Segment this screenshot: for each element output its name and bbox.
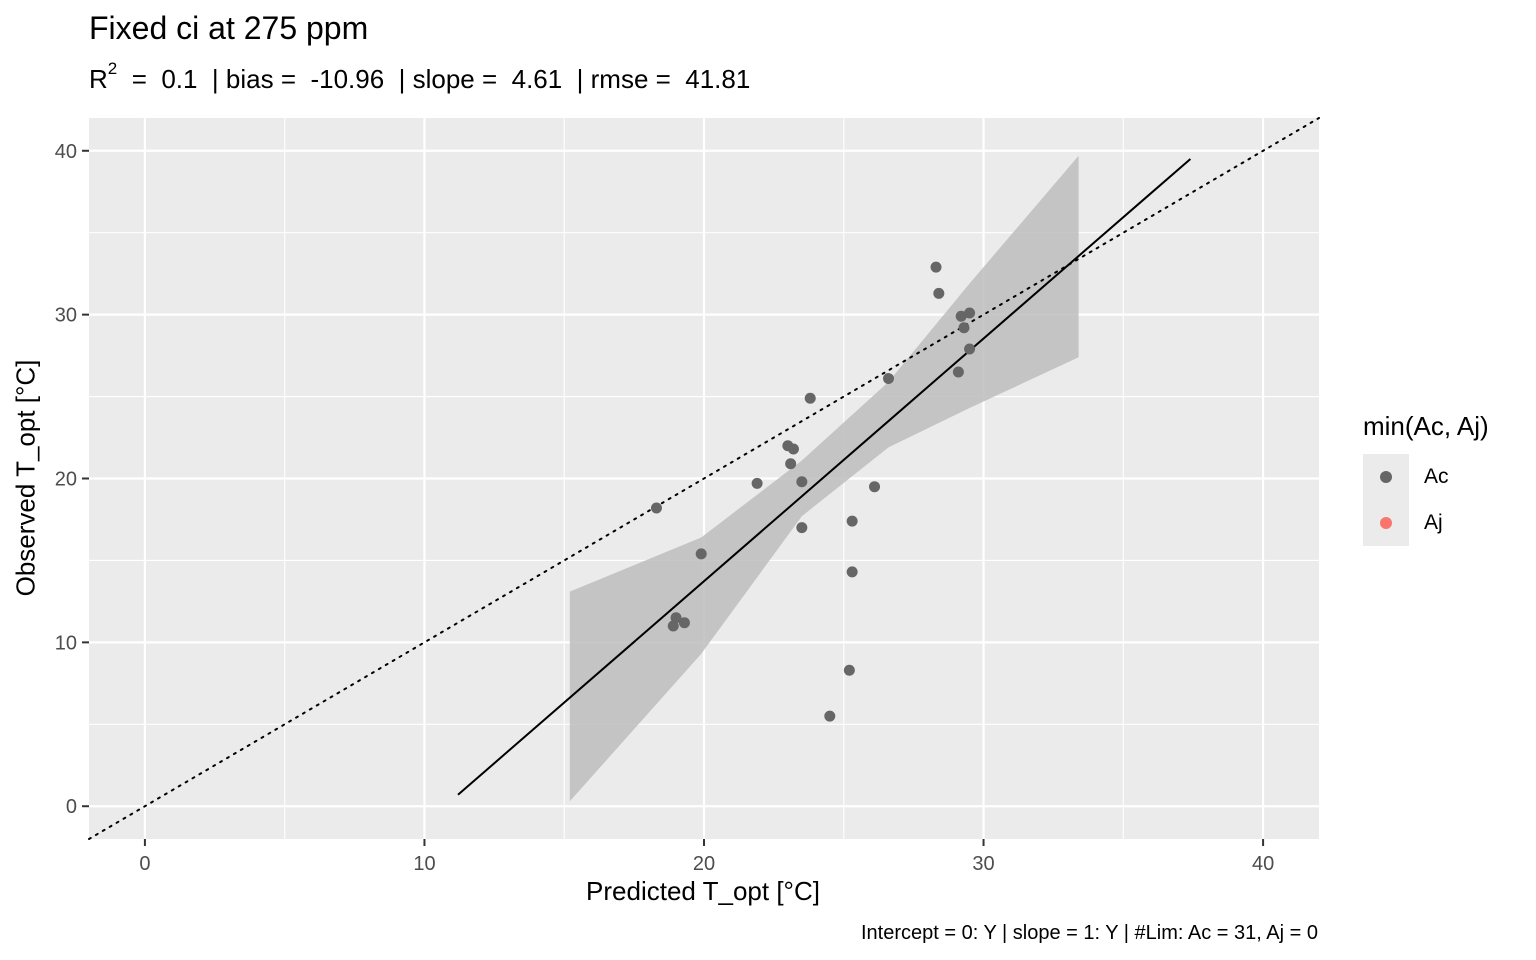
x-tick-label: 10: [413, 853, 435, 875]
y-tick-label: 20: [55, 469, 77, 491]
legend-dot-aj: [1380, 517, 1392, 529]
legend-key-aj: [1363, 500, 1409, 546]
points-layer: [650, 261, 976, 722]
data-point-ac: [964, 343, 976, 355]
data-point-ac: [650, 502, 662, 514]
y-axis-label: Observed T_opt [°C]: [10, 359, 41, 597]
y-tick-label: 30: [55, 305, 77, 327]
identity-line: [88, 117, 1320, 840]
y-tick-label: 10: [55, 632, 77, 654]
legend-label-aj: Aj: [1424, 511, 1443, 534]
data-point-ac: [846, 515, 858, 527]
data-point-ac: [796, 476, 808, 488]
confidence-band: [569, 155, 1079, 802]
chart-subtitle: R2 = 0.1 | bias = -10.96 | slope = 4.61 …: [89, 60, 751, 95]
regression-line: [457, 158, 1192, 796]
data-point-ac: [785, 458, 797, 470]
x-tick-label: 30: [972, 853, 994, 875]
fit-statistics: = 0.1 | bias = -10.96 | slope = 4.61 | r…: [117, 64, 751, 94]
data-point-ac: [843, 664, 855, 676]
data-point-ac: [846, 566, 858, 578]
legend-key-ac: [1363, 454, 1409, 500]
data-point-ac: [751, 477, 763, 489]
data-point-ac: [804, 392, 816, 404]
data-point-ac: [952, 366, 964, 378]
x-tick-label: 0: [139, 853, 150, 875]
data-point-ac: [958, 322, 970, 334]
data-point-ac: [955, 310, 967, 322]
legend-title: min(Ac, Aj): [1363, 411, 1489, 441]
data-point-ac: [933, 287, 945, 299]
data-point-ac: [883, 373, 894, 385]
data-point-ac: [796, 522, 808, 534]
data-point-ac: [964, 307, 976, 319]
data-point-ac: [824, 710, 836, 722]
axes-layer: 0 10 20 30 40 0 10 20 30 40: [55, 141, 1274, 875]
legend-label-ac: Ac: [1424, 465, 1449, 488]
r2-label: R: [89, 64, 108, 94]
y-tick-label: 40: [55, 141, 77, 163]
data-point-ac: [667, 620, 679, 632]
data-point-ac: [695, 548, 707, 560]
reference-lines-layer: [88, 117, 1320, 840]
chart-caption: Intercept = 0: Y | slope = 1: Y | #Lim: …: [861, 922, 1318, 944]
x-tick-label: 20: [693, 853, 715, 875]
data-point-ac: [869, 481, 881, 493]
chart-title: Fixed ci at 275 ppm: [89, 10, 369, 46]
x-tick-label: 40: [1252, 853, 1274, 875]
x-axis-label: Predicted T_opt [°C]: [586, 876, 820, 906]
data-point-ac: [678, 617, 690, 629]
r2-exponent: 2: [107, 59, 118, 78]
confidence-band-layer: [569, 155, 1079, 802]
data-point-ac: [930, 261, 942, 273]
legend-dot-ac: [1380, 471, 1392, 483]
y-tick-label: 0: [66, 796, 77, 818]
data-point-ac: [787, 443, 799, 455]
